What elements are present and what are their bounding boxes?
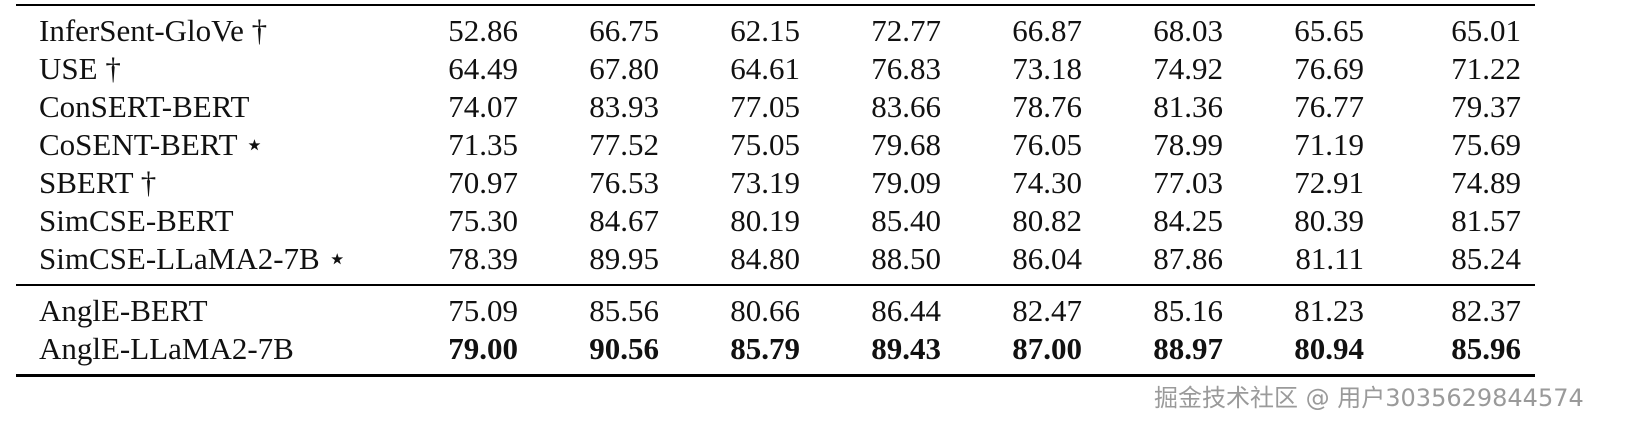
table-row: ConSERT-BERT 74.07 83.93 77.05 83.66 78.76 81.… [0,88,1647,126]
model-name: ConSERT-BERT [39,89,250,124]
score-cell: 85.79 [730,331,800,366]
model-name: SimCSE-LLaMA2-7B ⋆ [39,241,347,276]
score-cell: 84.67 [589,203,659,238]
score-cell: 78.76 [1012,89,1082,124]
score-cell: 78.99 [1153,127,1223,162]
score-cell: 77.05 [730,89,800,124]
score-cell: 75.69 [1451,127,1521,162]
score-cell: 72.77 [871,13,941,48]
score-cell: 66.87 [1012,13,1082,48]
score-cell: 88.50 [871,241,941,276]
score-cell: 77.03 [1153,165,1223,200]
score-cell: 80.82 [1012,203,1082,238]
score-cell: 81.11 [1295,241,1364,276]
score-cell: 71.22 [1451,51,1521,86]
score-cell: 86.04 [1012,241,1082,276]
score-cell: 81.36 [1153,89,1223,124]
score-cell: 71.35 [448,127,518,162]
score-cell: 52.86 [448,13,518,48]
score-cell: 85.16 [1153,293,1223,328]
score-cell: 79.68 [871,127,941,162]
score-cell: 64.61 [730,51,800,86]
score-cell: 88.97 [1153,331,1223,366]
score-cell: 74.89 [1451,165,1521,200]
score-cell: 76.53 [589,165,659,200]
score-cell: 85.40 [871,203,941,238]
score-cell: 86.44 [871,293,941,328]
score-cell: 90.56 [589,331,659,366]
score-cell: 65.65 [1294,13,1364,48]
score-cell: 70.97 [448,165,518,200]
score-cell: 76.05 [1012,127,1082,162]
score-cell: 68.03 [1153,13,1223,48]
score-cell: 83.66 [871,89,941,124]
model-name: AnglE-BERT [39,293,208,328]
score-cell: 67.80 [589,51,659,86]
score-cell: 73.18 [1012,51,1082,86]
score-cell: 71.19 [1294,127,1364,162]
model-name: USE † [39,51,121,86]
score-cell: 83.93 [589,89,659,124]
score-cell: 84.25 [1153,203,1223,238]
table-row: SimCSE-LLaMA2-7B ⋆ 78.39 89.95 84.80 88.50 86… [0,240,1647,278]
score-cell: 82.47 [1012,293,1082,328]
score-cell: 74.92 [1153,51,1223,86]
mid-rule [16,284,1535,286]
table-row: CoSENT-BERT ⋆ 71.35 77.52 75.05 79.68 76.05 78… [0,126,1647,164]
model-name: SBERT † [39,165,157,200]
top-rule [16,4,1535,6]
bottom-rule [16,374,1535,377]
score-cell: 74.30 [1012,165,1082,200]
score-cell: 82.37 [1451,293,1521,328]
score-cell: 80.39 [1294,203,1364,238]
score-cell: 75.09 [448,293,518,328]
table-row: InferSent-GloVe † 52.86 66.75 62.15 72.77 66.… [0,12,1647,50]
score-cell: 65.01 [1451,13,1521,48]
table-row: AnglE-BERT 75.09 85.56 80.66 86.44 82.47 85.16… [0,292,1647,330]
score-cell: 81.23 [1294,293,1364,328]
score-cell: 79.37 [1451,89,1521,124]
score-cell: 78.39 [448,241,518,276]
score-cell: 89.43 [871,331,941,366]
table-row: SimCSE-BERT 75.30 84.67 80.19 85.40 80.82 84.2… [0,202,1647,240]
score-cell: 74.07 [448,89,518,124]
score-cell: 75.05 [730,127,800,162]
score-cell: 84.80 [730,241,800,276]
score-cell: 80.66 [730,293,800,328]
score-cell: 64.49 [448,51,518,86]
score-cell: 85.24 [1451,241,1521,276]
score-cell: 66.75 [589,13,659,48]
score-cell: 87.86 [1153,241,1223,276]
score-cell: 77.52 [589,127,659,162]
score-cell: 80.94 [1294,331,1364,366]
table-row: USE † 64.49 67.80 64.61 76.83 73.18 74.92 76.69… [0,50,1647,88]
score-cell: 72.91 [1294,165,1364,200]
model-name: SimCSE-BERT [39,203,234,238]
score-cell: 76.77 [1294,89,1364,124]
table-row: AnglE-LLaMA2-7B 79.00 90.56 85.79 89.43 87.00… [0,330,1647,368]
model-name: AnglE-LLaMA2-7B [39,331,294,366]
watermark: 掘金技术社区 @ 用户3035629844574 [1154,384,1584,412]
score-cell: 76.83 [871,51,941,86]
model-name: CoSENT-BERT ⋆ [39,127,265,162]
score-cell: 73.19 [730,165,800,200]
score-cell: 76.69 [1294,51,1364,86]
score-cell: 85.96 [1451,331,1521,366]
model-name: InferSent-GloVe † [39,13,268,48]
score-cell: 79.09 [871,165,941,200]
score-cell: 62.15 [730,13,800,48]
score-cell: 87.00 [1012,331,1082,366]
score-cell: 79.00 [448,331,518,366]
score-cell: 80.19 [730,203,800,238]
score-cell: 81.57 [1451,203,1521,238]
score-cell: 85.56 [589,293,659,328]
score-cell: 89.95 [589,241,659,276]
table-row: SBERT † 70.97 76.53 73.19 79.09 74.30 77.03 72.… [0,164,1647,202]
score-cell: 75.30 [448,203,518,238]
